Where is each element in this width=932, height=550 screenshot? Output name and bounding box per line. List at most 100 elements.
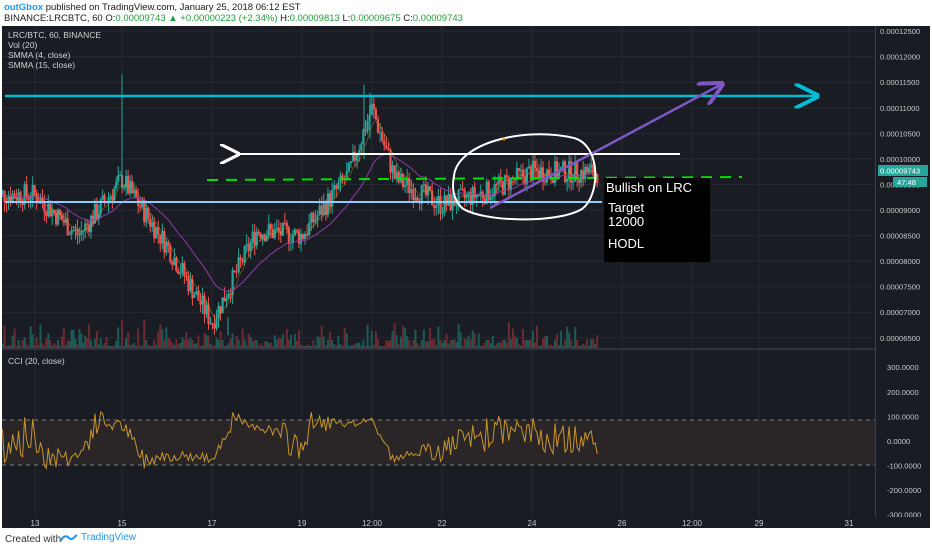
- volume-bar: [354, 343, 357, 348]
- volume-bar: [121, 320, 124, 348]
- candle-body: [145, 208, 148, 223]
- candle-body: [141, 200, 144, 208]
- candle-body: [27, 196, 30, 200]
- volume-bar: [111, 345, 114, 348]
- volume-bar: [29, 326, 32, 348]
- time-axis[interactable]: 13 15 17 19 12:00 22 24 26 12:00 29 31: [31, 519, 854, 528]
- volume-bar: [304, 346, 307, 348]
- volume-bar: [362, 339, 365, 348]
- candle-body: [555, 161, 559, 178]
- chart-legend: LRC/BTC, 60, BINANCE Vol (20) SMMA (4, c…: [8, 30, 101, 366]
- cci-axis[interactable]: 300.0000 200.0000 100.0000 0.0000 -100.0000 -…: [887, 363, 921, 519]
- footer-brand-text: TradingView: [81, 532, 137, 543]
- candle-body: [564, 161, 567, 182]
- volume-bar: [318, 337, 321, 348]
- price-tick-label: 0.00009000: [880, 206, 920, 215]
- volume-bar: [580, 345, 583, 348]
- volume-bar: [513, 335, 516, 348]
- candle-body: [443, 195, 446, 213]
- volume-bar: [185, 331, 188, 348]
- candle-body: [103, 195, 106, 203]
- candle-body: [181, 263, 184, 273]
- volume-bar: [562, 345, 565, 348]
- candle-body: [135, 189, 138, 198]
- volume-bar: [467, 335, 470, 348]
- candle-body: [221, 297, 224, 314]
- volume-bar: [41, 343, 44, 348]
- purple-trend-arrow[interactable]: [489, 84, 722, 210]
- candle-body: [299, 234, 303, 244]
- chart-area[interactable]: Bullish on LRC Target 12000 HODL LRC/BTC…: [0, 26, 930, 528]
- dashed-green-level[interactable]: [206, 176, 743, 181]
- candle-body: [155, 227, 158, 239]
- note-box[interactable]: [604, 178, 710, 262]
- candle-body: [335, 185, 338, 189]
- volume-bar: [594, 344, 597, 348]
- candle-body: [383, 140, 386, 146]
- price-tick-label: 0.00011500: [880, 78, 920, 87]
- candle-body: [235, 271, 238, 273]
- marker-dot: [502, 137, 506, 141]
- volume-bar: [341, 345, 344, 348]
- candle-body: [56, 209, 60, 225]
- time-tick-label: 29: [755, 519, 764, 528]
- candle-body: [39, 197, 42, 204]
- candle-body: [197, 290, 200, 301]
- volume-bar: [548, 345, 551, 348]
- candle-body: [351, 151, 355, 162]
- chart-svg[interactable]: Bullish on LRC Target 12000 HODL LRC/BTC…: [0, 26, 930, 528]
- candle-body: [537, 170, 541, 179]
- candle-body: [326, 193, 330, 215]
- volume-bar: [566, 326, 569, 348]
- volume-bar: [529, 339, 532, 348]
- candle-body: [412, 188, 415, 201]
- candle-body: [167, 241, 170, 246]
- price-tick-label: 0.00010000: [880, 155, 920, 164]
- consolidation-circle[interactable]: [452, 133, 597, 221]
- volume-bar: [19, 345, 22, 348]
- candle-body: [582, 170, 585, 180]
- volume-bar: [193, 343, 196, 348]
- candle-body: [129, 180, 132, 194]
- candle-body: [275, 227, 278, 230]
- volume-bar: [366, 324, 369, 348]
- candle-body: [306, 233, 309, 235]
- candle-body: [362, 129, 365, 145]
- volume-bar: [233, 345, 236, 348]
- candle-body: [493, 183, 496, 197]
- volume-bar: [199, 345, 202, 348]
- volume-bar: [316, 336, 319, 348]
- price-tick-label: 0.00007500: [880, 283, 920, 292]
- volume-bars: [0, 319, 599, 348]
- candle-body: [87, 224, 91, 232]
- volume-bar: [329, 332, 332, 348]
- volume-bar: [360, 345, 363, 348]
- candle-body: [201, 295, 204, 305]
- volume-bar: [497, 342, 500, 348]
- candle-body: [99, 199, 102, 214]
- price-tick-label: 0.00012000: [880, 53, 920, 62]
- volume-bar: [439, 339, 442, 348]
- author-name[interactable]: outGbox: [4, 2, 44, 13]
- candle-body: [195, 290, 198, 295]
- volume-bar: [57, 340, 60, 348]
- candle-body: [191, 279, 194, 299]
- pane-divider[interactable]: [2, 348, 875, 350]
- candle-body: [566, 179, 569, 182]
- candle-body: [457, 189, 460, 206]
- candle-body: [179, 272, 182, 274]
- symbol-interval: BINANCE:LRCBTC, 60: [4, 13, 103, 24]
- volume-bar: [564, 339, 567, 348]
- candle-body: [527, 166, 531, 169]
- candle-body: [151, 222, 154, 227]
- candle-body: [570, 161, 573, 183]
- candle-body: [568, 161, 571, 180]
- candle-body: [358, 150, 361, 156]
- footer-brand[interactable]: TradingView: [60, 532, 136, 543]
- candle-body: [249, 241, 252, 251]
- volume-bar: [568, 332, 571, 348]
- volume-bar: [3, 325, 6, 348]
- volume-bar: [95, 331, 98, 348]
- volume-bar: [215, 337, 218, 348]
- candle-body: [171, 262, 174, 265]
